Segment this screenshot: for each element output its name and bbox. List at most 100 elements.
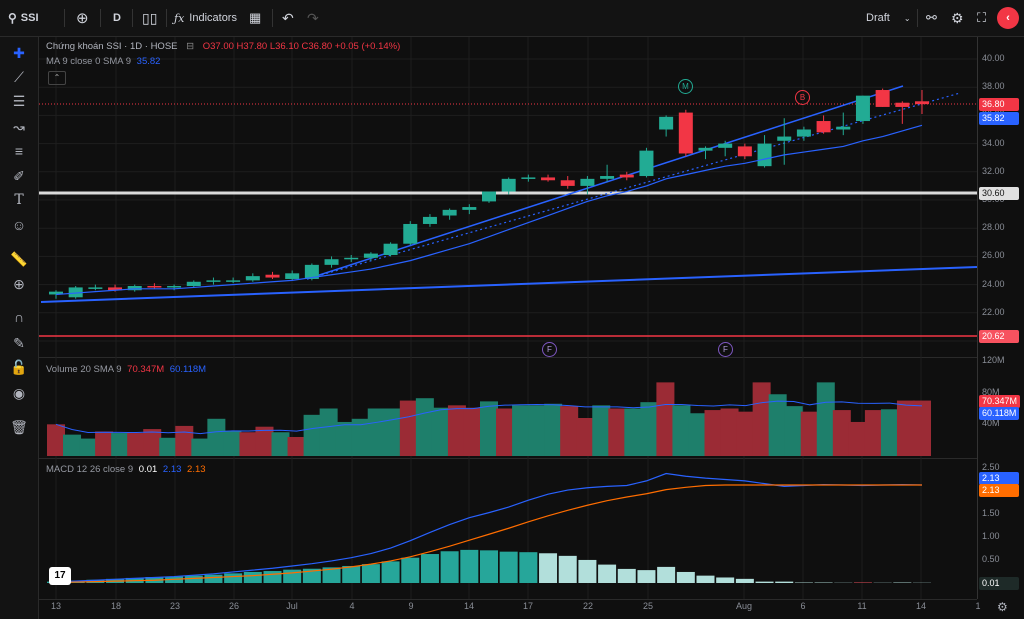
horizontal-lines-icon[interactable]: ☰ bbox=[12, 92, 26, 109]
zoom-in-icon[interactable]: ⊕ bbox=[13, 275, 25, 292]
candle-body bbox=[344, 257, 359, 260]
layout-dropdown[interactable]: Draft ⌄ bbox=[866, 0, 911, 36]
undo-icon[interactable]: ↶ bbox=[282, 9, 294, 26]
interval-button[interactable]: D bbox=[113, 12, 121, 24]
macd-histogram-bar bbox=[460, 549, 479, 583]
fullscreen-icon[interactable]: ⛶ bbox=[977, 10, 987, 25]
time-tick: 18 bbox=[110, 601, 122, 611]
main-legend: Chứng khoán SSI · 1D · HOSE ⊟ O37.00 H37… bbox=[46, 41, 400, 52]
time-axis-border bbox=[39, 599, 977, 600]
collapse-icon[interactable]: ‹ bbox=[997, 7, 1019, 29]
macd-histogram-bar bbox=[243, 571, 262, 583]
volume-bar bbox=[896, 400, 915, 456]
legend-toggle-icon[interactable]: ⊟ bbox=[186, 41, 195, 52]
quick-search-icon[interactable]: ⚯ bbox=[926, 10, 937, 25]
volume-bar bbox=[351, 418, 370, 456]
macd-badge: 2.13 bbox=[979, 472, 1019, 485]
trash-icon[interactable]: 🗑 bbox=[10, 418, 28, 435]
symbol-search[interactable]: ⚲ SSI bbox=[8, 0, 39, 36]
draft-label: Draft bbox=[866, 12, 890, 24]
gear-icon[interactable]: ⚙ bbox=[997, 600, 1008, 614]
layout-grid-icon[interactable]: ▦ bbox=[249, 10, 262, 25]
volume-bar bbox=[528, 405, 547, 456]
volume-bar bbox=[143, 429, 162, 456]
signal-value: 2.13 bbox=[187, 464, 206, 475]
brush-icon[interactable]: ✐ bbox=[13, 167, 25, 184]
volume-bar bbox=[159, 437, 178, 456]
pane-separator[interactable] bbox=[39, 357, 977, 358]
candle-body bbox=[855, 95, 870, 122]
price-tick: 32.00 bbox=[982, 165, 1005, 176]
macd-histogram-bar bbox=[224, 573, 243, 583]
volume-bar bbox=[784, 406, 803, 456]
collapse-legend-icon[interactable]: ⌃ bbox=[48, 71, 66, 85]
lock-drawing-icon[interactable]: ✎ bbox=[13, 334, 25, 351]
text-tool-icon[interactable]: T bbox=[14, 192, 24, 208]
candle-body bbox=[757, 143, 772, 167]
time-tick: 25 bbox=[642, 601, 654, 611]
pitchfork-icon[interactable]: ↝ bbox=[13, 118, 25, 135]
candle-body bbox=[698, 147, 713, 151]
eye-icon[interactable]: ◉ bbox=[12, 384, 26, 401]
pane-separator[interactable] bbox=[39, 458, 977, 459]
macd-tick: 2.50 bbox=[982, 462, 1000, 472]
volume-bar bbox=[223, 430, 242, 456]
marker-b[interactable]: B bbox=[795, 90, 810, 105]
lock-icon[interactable]: 🔓 bbox=[10, 358, 28, 375]
macd-histogram-bar bbox=[401, 557, 420, 583]
volume-bar bbox=[704, 410, 723, 456]
ruler-icon[interactable]: 📏 bbox=[10, 250, 28, 267]
drawing-toolbar: ✚ ⟋ ☰ ↝ ≡ ✐ T ☺ 📏 ⊕ ∩ ✎ 🔓 ◉ 🗑 bbox=[0, 37, 39, 619]
indicators-button[interactable]: ƒx Indicators bbox=[174, 0, 237, 36]
macd-histogram-bar bbox=[302, 568, 321, 583]
volume-tick: 120M bbox=[982, 355, 1005, 365]
volume-bar bbox=[816, 382, 835, 456]
marker-f[interactable]: F bbox=[542, 342, 557, 357]
volume-bar bbox=[544, 403, 563, 456]
candle-body bbox=[836, 126, 851, 130]
time-tick: 13 bbox=[50, 601, 62, 611]
signal-line bbox=[55, 484, 922, 584]
volume-value: 70.347M bbox=[127, 364, 165, 375]
macd-histogram-bar bbox=[716, 577, 735, 583]
volume-sma-line bbox=[55, 400, 923, 435]
marker-m[interactable]: M bbox=[678, 79, 693, 94]
redo-icon[interactable]: ↷ bbox=[307, 9, 319, 26]
volume-bar bbox=[752, 382, 771, 456]
macd-histogram-bar bbox=[657, 566, 676, 583]
macd-histogram-bar bbox=[676, 571, 695, 583]
candle-body bbox=[186, 281, 201, 287]
time-tick: 6 bbox=[800, 601, 806, 611]
volume-tick: 40M bbox=[982, 418, 1000, 429]
macd-histogram-bar bbox=[184, 575, 203, 583]
time-tick: 23 bbox=[169, 601, 181, 611]
level-high-badge: 30.60 bbox=[979, 187, 1019, 200]
gear-icon[interactable]: ⚙ bbox=[951, 9, 964, 26]
volume-bar bbox=[640, 402, 659, 456]
volume-bar bbox=[913, 400, 931, 456]
add-symbol-icon[interactable]: ⊕ bbox=[76, 10, 89, 27]
macd-histogram-bar bbox=[696, 575, 715, 583]
volume-bar bbox=[255, 426, 274, 456]
crosshair-icon[interactable]: ✚ bbox=[13, 44, 25, 61]
macd-histogram-bar bbox=[539, 553, 558, 583]
smiley-icon[interactable]: ☺ bbox=[11, 217, 27, 233]
price-scale[interactable] bbox=[977, 37, 1024, 599]
marker-f[interactable]: F bbox=[718, 342, 733, 357]
candle-body bbox=[127, 286, 142, 291]
macd-tick: 1.00 bbox=[982, 531, 1000, 541]
volume-bar bbox=[271, 432, 290, 456]
candle-body bbox=[600, 176, 615, 179]
fib-icon[interactable]: ≡ bbox=[14, 143, 24, 159]
time-tick: 14 bbox=[915, 601, 927, 611]
macd-tick: 1.50 bbox=[982, 508, 1000, 518]
candles-style-icon[interactable]: ▯▯ bbox=[142, 9, 158, 26]
symbol-label: SSI bbox=[20, 12, 39, 24]
volume-badge: 70.347M bbox=[979, 395, 1021, 408]
symbol-title: Chứng khoán SSI · 1D · HOSE bbox=[46, 41, 178, 52]
magnet-icon[interactable]: ∩ bbox=[13, 309, 25, 325]
trend-line-icon[interactable]: ⟋ bbox=[14, 68, 24, 85]
volume-bar bbox=[688, 413, 707, 456]
volume-bar bbox=[367, 408, 386, 456]
